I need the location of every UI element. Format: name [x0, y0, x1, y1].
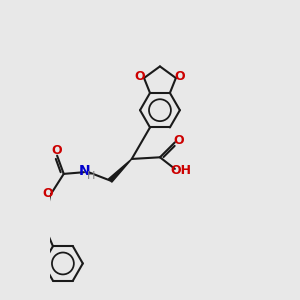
Text: O: O: [175, 70, 185, 83]
Text: H: H: [87, 171, 95, 181]
Text: N: N: [79, 164, 90, 178]
Polygon shape: [109, 159, 132, 182]
Text: OH: OH: [170, 164, 191, 177]
Text: O: O: [42, 187, 53, 200]
Text: O: O: [174, 134, 184, 147]
Text: O: O: [135, 70, 146, 83]
Text: O: O: [51, 145, 62, 158]
